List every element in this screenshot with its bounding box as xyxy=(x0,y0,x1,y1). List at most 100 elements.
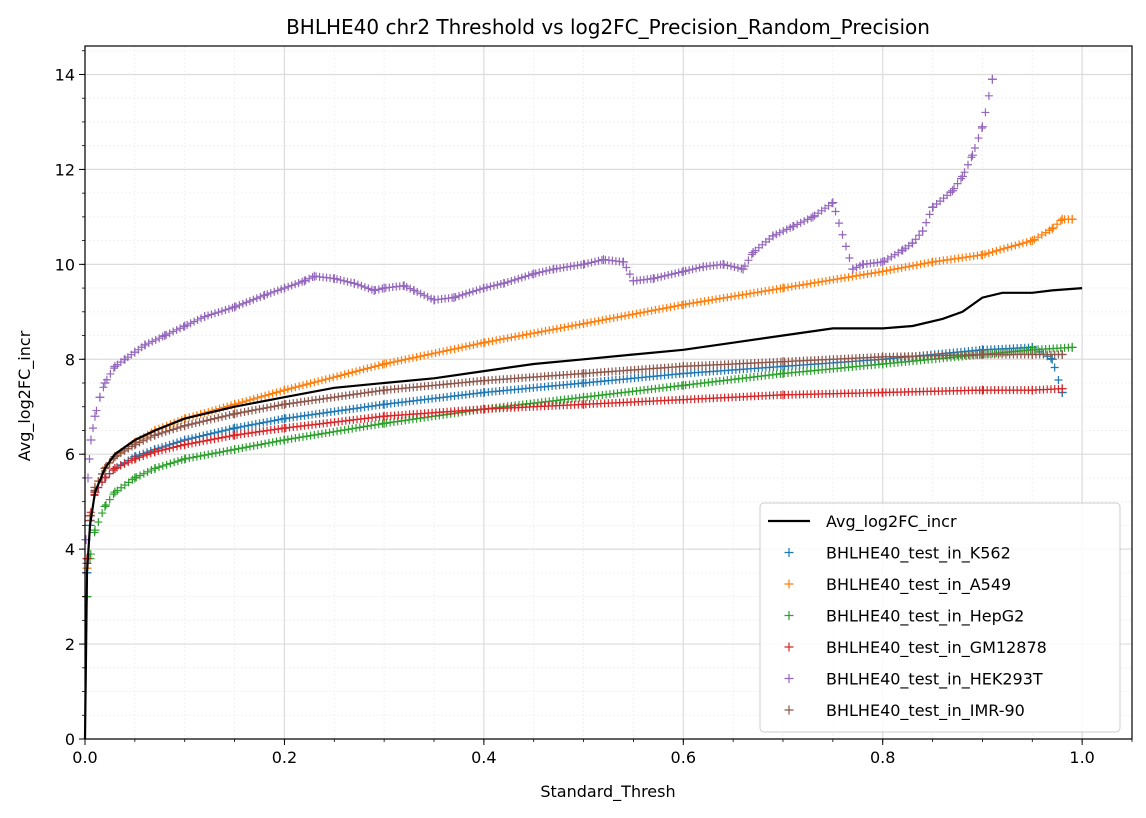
data-point xyxy=(953,179,962,188)
data-point xyxy=(195,418,204,427)
data-point xyxy=(584,259,593,268)
data-point xyxy=(256,292,265,301)
data-point xyxy=(689,299,698,308)
data-point xyxy=(221,305,230,314)
data-point xyxy=(871,268,880,277)
data-point xyxy=(708,295,717,304)
data-point xyxy=(218,412,227,421)
data-point xyxy=(165,426,174,435)
data-point xyxy=(355,366,364,375)
data-point xyxy=(647,306,656,315)
data-point xyxy=(693,298,702,307)
data-point xyxy=(488,337,497,346)
data-point xyxy=(757,287,766,296)
data-point xyxy=(196,451,205,460)
data-point xyxy=(206,415,215,424)
data-point xyxy=(733,263,742,272)
data-point xyxy=(252,294,261,303)
data-point xyxy=(230,430,240,440)
data-point xyxy=(778,357,788,367)
data-point xyxy=(176,422,185,431)
data-point xyxy=(925,210,934,219)
data-point xyxy=(825,276,834,285)
data-point xyxy=(878,388,888,397)
y-tick-label: 4 xyxy=(65,540,75,559)
data-point xyxy=(727,292,736,301)
data-point xyxy=(266,288,275,297)
data-point xyxy=(261,439,270,448)
data-point xyxy=(215,448,224,457)
x-axis-label: Standard_Thresh xyxy=(540,782,675,802)
data-point xyxy=(259,418,268,427)
data-point xyxy=(882,266,891,275)
data-point xyxy=(268,389,277,398)
data-point xyxy=(204,450,213,459)
data-point xyxy=(294,278,303,287)
data-point xyxy=(217,307,226,316)
data-point xyxy=(85,455,94,464)
data-point xyxy=(545,266,554,275)
data-point xyxy=(353,280,362,289)
data-point xyxy=(302,432,311,441)
data-point xyxy=(981,108,990,117)
data-point xyxy=(116,461,125,470)
data-point xyxy=(276,387,285,396)
data-point xyxy=(1057,350,1067,360)
data-point xyxy=(249,441,258,450)
data-point xyxy=(305,274,314,283)
data-point xyxy=(521,272,530,281)
data-point xyxy=(538,267,547,276)
data-point xyxy=(429,295,439,305)
data-point xyxy=(970,143,979,152)
data-point xyxy=(848,272,857,281)
legend-swatch-marker xyxy=(784,611,794,620)
data-point xyxy=(734,291,743,300)
data-point xyxy=(370,362,379,371)
data-point xyxy=(291,383,300,392)
data-point xyxy=(1057,384,1067,394)
data-point xyxy=(158,332,167,341)
data-point xyxy=(848,264,858,274)
data-point xyxy=(648,274,658,284)
data-point xyxy=(621,311,630,320)
data-point xyxy=(678,266,688,276)
data-point xyxy=(431,348,440,357)
data-point xyxy=(664,271,673,280)
data-point xyxy=(1050,363,1059,372)
data-point xyxy=(240,407,249,416)
data-point xyxy=(295,433,304,442)
data-point xyxy=(458,290,467,299)
data-point xyxy=(992,246,1001,255)
data-point xyxy=(272,437,281,446)
data-point xyxy=(279,414,289,424)
data-point xyxy=(173,424,182,433)
y-tick-label: 10 xyxy=(55,255,75,274)
legend-swatch-marker xyxy=(784,548,794,557)
data-point xyxy=(169,443,178,452)
data-point xyxy=(230,409,240,419)
data-point xyxy=(1027,385,1037,395)
data-point xyxy=(340,370,349,379)
data-point xyxy=(165,444,174,453)
data-point xyxy=(379,399,389,409)
data-point xyxy=(90,525,100,535)
data-point xyxy=(204,311,213,320)
data-point xyxy=(886,266,895,275)
data-point xyxy=(492,336,501,345)
data-point xyxy=(221,432,230,441)
data-point xyxy=(110,361,120,371)
data-point xyxy=(244,421,253,430)
data-point xyxy=(723,261,732,270)
data-point xyxy=(336,371,345,380)
legend-label: BHLHE40_test_in_A549 xyxy=(826,575,1011,595)
data-point xyxy=(1057,214,1067,224)
data-point xyxy=(150,430,160,440)
data-point xyxy=(244,407,253,416)
data-point xyxy=(974,134,983,143)
data-point xyxy=(579,369,589,379)
data-point xyxy=(890,265,899,274)
data-point xyxy=(314,430,323,439)
data-point xyxy=(1015,240,1024,249)
data-point xyxy=(1067,214,1077,224)
data-point xyxy=(370,420,379,429)
